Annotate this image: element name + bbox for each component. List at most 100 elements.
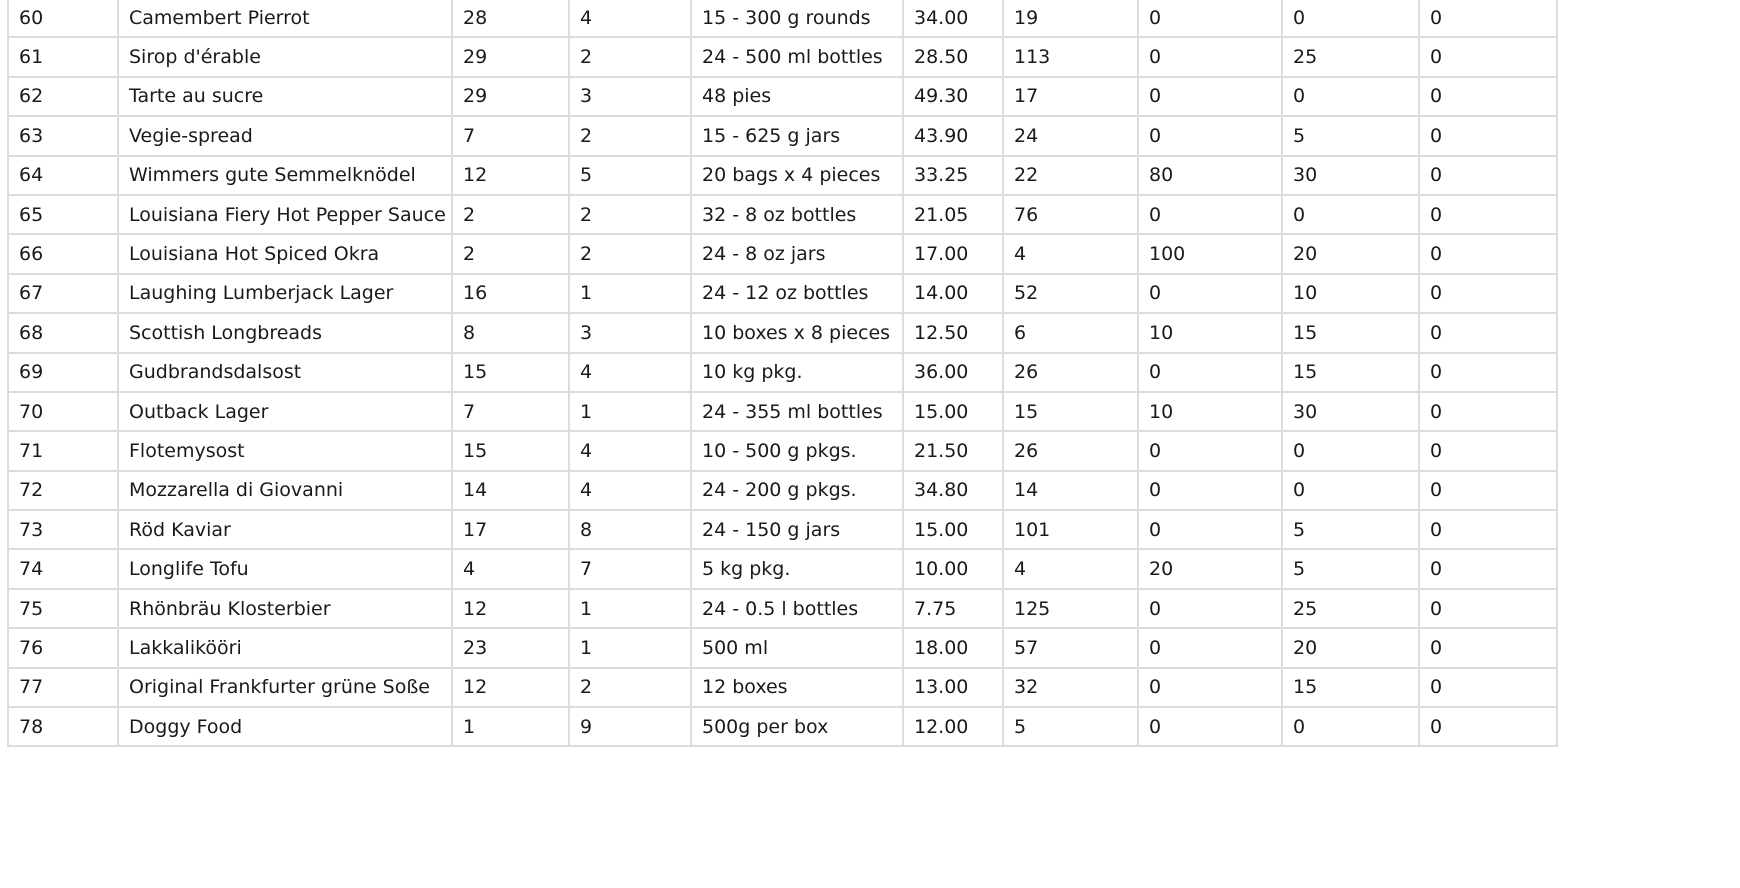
product-name-cell: Laughing Lumberjack Lager [117, 272, 453, 315]
unit-price-cell: 28.50 [902, 36, 1004, 78]
table-row[interactable]: 70 Outback Lager 7 1 24 - 355 ml bottles 15.0… [7, 390, 1558, 433]
table-row[interactable]: 69 Gudbrandsdalsost 15 4 10 kg pkg. 36.00 26 0 1… [7, 351, 1558, 393]
units-on-order-cell: 0 [1137, 430, 1283, 472]
reorder-level-cell: 0 [1281, 706, 1420, 748]
unit-price-cell: 17.00 [902, 233, 1004, 275]
supplier-id-cell: 7 [451, 115, 570, 157]
reorder-level-cell: 0 [1281, 0, 1420, 39]
product-name-cell: Flotemysost [117, 430, 453, 472]
unit-price-cell: 34.00 [902, 0, 1004, 39]
table-row[interactable]: 62 Tarte au sucre 29 3 48 pies 49.30 17 0 0 0 [7, 75, 1558, 118]
category-id-cell: 9 [568, 706, 692, 748]
quantity-per-unit-cell: 24 - 150 g jars [690, 509, 904, 551]
discontinued-cell: 0 [1418, 509, 1558, 551]
discontinued-cell: 0 [1418, 706, 1558, 748]
quantity-per-unit-cell: 500g per box [690, 706, 904, 748]
unit-price-cell: 43.90 [902, 115, 1004, 157]
product-id-cell: 72 [7, 469, 119, 512]
reorder-level-cell: 0 [1281, 469, 1420, 512]
category-id-cell: 4 [568, 430, 692, 472]
units-on-order-cell: 0 [1137, 75, 1283, 118]
product-id-cell: 71 [7, 430, 119, 472]
table-row[interactable]: 65 Louisiana Fiery Hot Pepper Sauce 2 2 32 -… [7, 193, 1558, 236]
units-in-stock-cell: 24 [1002, 115, 1139, 157]
units-in-stock-cell: 113 [1002, 36, 1139, 78]
discontinued-cell: 0 [1418, 193, 1558, 236]
table-row[interactable]: 60 Camembert Pierrot 28 4 15 - 300 g rounds 3… [7, 0, 1558, 39]
supplier-id-cell: 12 [451, 154, 570, 196]
table-row[interactable]: 64 Wimmers gute Semmelknödel 12 5 20 bags x … [7, 154, 1558, 196]
table-row[interactable]: 77 Original Frankfurter grüne Soße 12 2 12 b… [7, 666, 1558, 709]
unit-price-cell: 49.30 [902, 75, 1004, 118]
table-row[interactable]: 66 Louisiana Hot Spiced Okra 2 2 24 - 8 oz j… [7, 233, 1558, 275]
product-name-cell: Wimmers gute Semmelknödel [117, 154, 453, 196]
product-name-cell: Scottish Longbreads [117, 312, 453, 354]
units-in-stock-cell: 101 [1002, 509, 1139, 551]
table-row[interactable]: 63 Vegie-spread 7 2 15 - 625 g jars 43.90 24 0 5… [7, 115, 1558, 157]
table-row[interactable]: 74 Longlife Tofu 4 7 5 kg pkg. 10.00 4 20 5 0 [7, 548, 1558, 590]
units-in-stock-cell: 26 [1002, 430, 1139, 472]
table-row[interactable]: 78 Doggy Food 1 9 500g per box 12.00 5 0 0 0 [7, 706, 1558, 748]
quantity-per-unit-cell: 24 - 0.5 l bottles [690, 587, 904, 630]
supplier-id-cell: 12 [451, 587, 570, 630]
product-id-cell: 69 [7, 351, 119, 393]
product-id-cell: 67 [7, 272, 119, 315]
reorder-level-cell: 5 [1281, 509, 1420, 551]
units-on-order-cell: 10 [1137, 390, 1283, 433]
product-name-cell: Sirop d'érable [117, 36, 453, 78]
supplier-id-cell: 16 [451, 272, 570, 315]
units-in-stock-cell: 17 [1002, 75, 1139, 118]
product-name-cell: Lakkalikööri [117, 627, 453, 669]
category-id-cell: 4 [568, 469, 692, 512]
unit-price-cell: 14.00 [902, 272, 1004, 315]
reorder-level-cell: 5 [1281, 115, 1420, 157]
discontinued-cell: 0 [1418, 115, 1558, 157]
table-row[interactable]: 61 Sirop d'érable 29 2 24 - 500 ml bottles 28… [7, 36, 1558, 78]
product-id-cell: 68 [7, 312, 119, 354]
discontinued-cell: 0 [1418, 36, 1558, 78]
product-id-cell: 65 [7, 193, 119, 236]
table-row[interactable]: 71 Flotemysost 15 4 10 - 500 g pkgs. 21.50 26 0… [7, 430, 1558, 472]
units-on-order-cell: 0 [1137, 666, 1283, 709]
table-row[interactable]: 67 Laughing Lumberjack Lager 16 1 24 - 12 oz… [7, 272, 1558, 315]
table-row[interactable]: 75 Rhönbräu Klosterbier 12 1 24 - 0.5 l bott… [7, 587, 1558, 630]
units-on-order-cell: 0 [1137, 36, 1283, 78]
category-id-cell: 1 [568, 390, 692, 433]
table-row[interactable]: 68 Scottish Longbreads 8 3 10 boxes x 8 piec… [7, 312, 1558, 354]
discontinued-cell: 0 [1418, 351, 1558, 393]
table-row[interactable]: 76 Lakkalikööri 23 1 500 ml 18.00 57 0 20 0 [7, 627, 1558, 669]
reorder-level-cell: 30 [1281, 390, 1420, 433]
product-id-cell: 63 [7, 115, 119, 157]
quantity-per-unit-cell: 24 - 8 oz jars [690, 233, 904, 275]
reorder-level-cell: 15 [1281, 312, 1420, 354]
discontinued-cell: 0 [1418, 430, 1558, 472]
quantity-per-unit-cell: 24 - 355 ml bottles [690, 390, 904, 433]
unit-price-cell: 10.00 [902, 548, 1004, 590]
units-in-stock-cell: 19 [1002, 0, 1139, 39]
units-on-order-cell: 0 [1137, 587, 1283, 630]
product-name-cell: Outback Lager [117, 390, 453, 433]
quantity-per-unit-cell: 12 boxes [690, 666, 904, 709]
supplier-id-cell: 23 [451, 627, 570, 669]
product-name-cell: Louisiana Hot Spiced Okra [117, 233, 453, 275]
reorder-level-cell: 15 [1281, 666, 1420, 709]
discontinued-cell: 0 [1418, 548, 1558, 590]
units-on-order-cell: 0 [1137, 193, 1283, 236]
units-on-order-cell: 0 [1137, 627, 1283, 669]
table-row[interactable]: 73 Röd Kaviar 17 8 24 - 150 g jars 15.00 101 0 5… [7, 509, 1558, 551]
quantity-per-unit-cell: 15 - 300 g rounds [690, 0, 904, 39]
reorder-level-cell: 25 [1281, 36, 1420, 78]
products-table: 60 Camembert Pierrot 28 4 15 - 300 g rounds 3… [7, 0, 1558, 748]
category-id-cell: 7 [568, 548, 692, 590]
quantity-per-unit-cell: 10 kg pkg. [690, 351, 904, 393]
discontinued-cell: 0 [1418, 666, 1558, 709]
supplier-id-cell: 1 [451, 706, 570, 748]
discontinued-cell: 0 [1418, 272, 1558, 315]
reorder-level-cell: 5 [1281, 548, 1420, 590]
product-id-cell: 73 [7, 509, 119, 551]
units-on-order-cell: 100 [1137, 233, 1283, 275]
product-name-cell: Mozzarella di Giovanni [117, 469, 453, 512]
category-id-cell: 1 [568, 272, 692, 315]
table-row[interactable]: 72 Mozzarella di Giovanni 14 4 24 - 200 g pk… [7, 469, 1558, 512]
category-id-cell: 8 [568, 509, 692, 551]
